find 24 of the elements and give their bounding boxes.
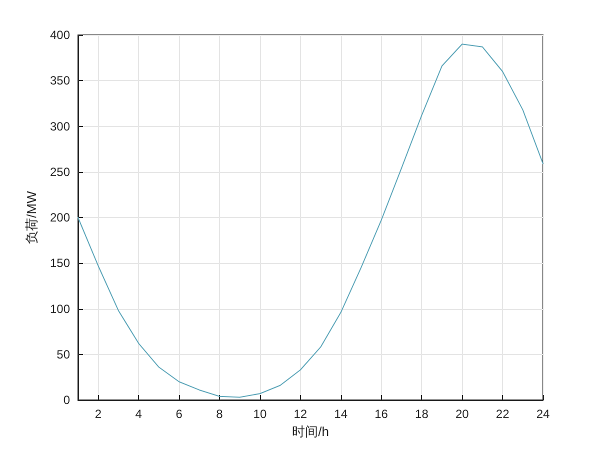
y-tick-label: 350 xyxy=(50,74,70,88)
x-tick-label: 16 xyxy=(374,407,388,421)
y-tick-label: 0 xyxy=(63,393,70,407)
x-axis-title: 时间/h xyxy=(292,424,329,439)
line-series xyxy=(78,44,544,398)
y-axis-title: 负荷/MW xyxy=(24,190,39,244)
x-tick-label: 4 xyxy=(135,407,142,421)
y-tick-label: 100 xyxy=(50,302,70,316)
x-tick-label: 12 xyxy=(294,407,308,421)
y-tick-label: 250 xyxy=(50,164,70,179)
y-tick-label: 150 xyxy=(50,256,70,270)
x-tick-label: 2 xyxy=(94,407,102,421)
y-tick-label: 200 xyxy=(50,210,70,224)
x-tick-label: 18 xyxy=(415,407,429,421)
x-tick-label: 14 xyxy=(334,407,348,421)
x-tick-label: 20 xyxy=(455,407,470,421)
y-tick-label: 50 xyxy=(56,347,70,362)
x-tick-label: 22 xyxy=(496,407,510,421)
y-tick-label: 300 xyxy=(50,119,70,134)
x-tick-label: 8 xyxy=(216,407,224,421)
x-tick-label: 24 xyxy=(536,407,550,421)
y-tick-label: 400 xyxy=(50,28,70,42)
x-tick-label: 10 xyxy=(253,407,267,421)
x-tick-label: 6 xyxy=(176,407,183,421)
